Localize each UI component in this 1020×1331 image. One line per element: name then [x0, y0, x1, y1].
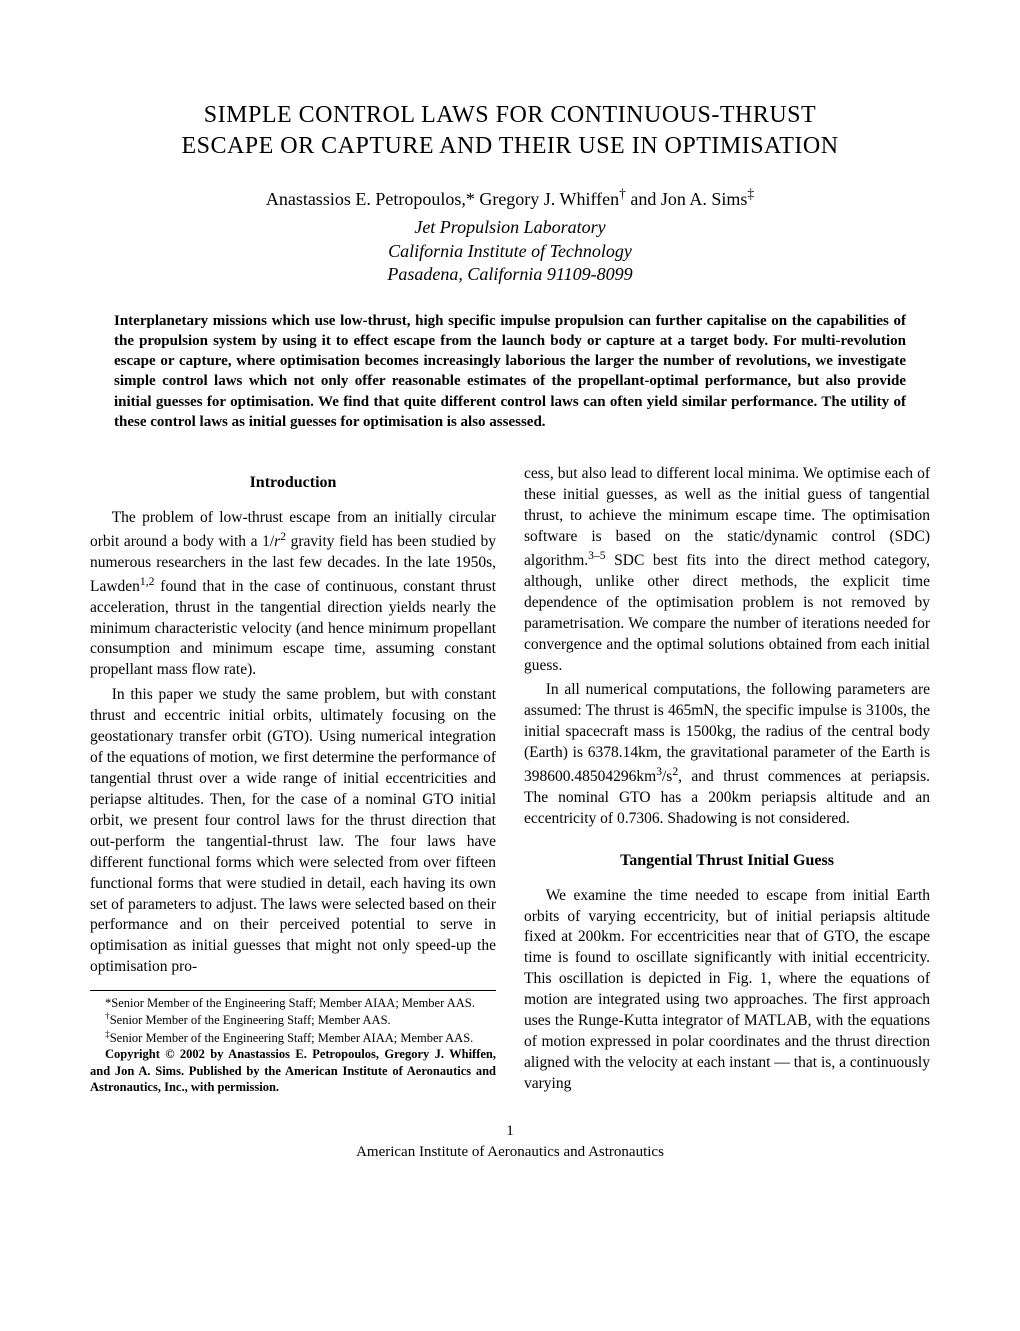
- author-list: Anastassios E. Petropoulos,* Gregory J. …: [90, 186, 930, 210]
- affiliation-block: Jet Propulsion Laboratory California Ins…: [90, 216, 930, 286]
- intro-paragraph-2: In this paper we study the same problem,…: [90, 685, 496, 978]
- introduction-heading: Introduction: [90, 472, 496, 494]
- footnotes-block: *Senior Member of the Engineering Staff;…: [90, 990, 496, 1095]
- paper-title: SIMPLE CONTROL LAWS FOR CONTINUOUS-THRUS…: [90, 100, 930, 162]
- affiliation-line-1: Jet Propulsion Laboratory: [414, 217, 605, 237]
- two-column-body: Introduction The problem of low-thrust e…: [90, 464, 930, 1099]
- footnote-2: †Senior Member of the Engineering Staff;…: [90, 1011, 496, 1028]
- footnote-3: ‡Senior Member of the Engineering Staff;…: [90, 1029, 496, 1046]
- affiliation-line-2: California Institute of Technology: [388, 241, 632, 261]
- tangential-paragraph-1: We examine the time needed to escape fro…: [524, 886, 930, 1095]
- footnote-1: *Senior Member of the Engineering Staff;…: [90, 995, 496, 1011]
- copyright-notice: Copyright © 2002 by Anastassios E. Petro…: [90, 1046, 496, 1095]
- page-number: 1: [90, 1123, 930, 1140]
- page-footer: American Institute of Aeronautics and As…: [90, 1144, 930, 1161]
- affiliation-line-3: Pasadena, California 91109-8099: [387, 264, 632, 284]
- title-line-1: SIMPLE CONTROL LAWS FOR CONTINUOUS-THRUS…: [204, 102, 816, 128]
- left-column: Introduction The problem of low-thrust e…: [90, 464, 496, 1099]
- intro-continuation-paragraph: cess, but also lead to different local m…: [524, 464, 930, 676]
- title-line-2: ESCAPE OR CAPTURE AND THEIR USE IN OPTIM…: [181, 133, 838, 159]
- abstract-text: Interplanetary missions which use low-th…: [114, 311, 906, 433]
- numerical-parameters-paragraph: In all numerical computations, the follo…: [524, 680, 930, 830]
- right-column: cess, but also lead to different local m…: [524, 464, 930, 1099]
- intro-paragraph-1: The problem of low-thrust escape from an…: [90, 508, 496, 682]
- tangential-heading: Tangential Thrust Initial Guess: [524, 850, 930, 872]
